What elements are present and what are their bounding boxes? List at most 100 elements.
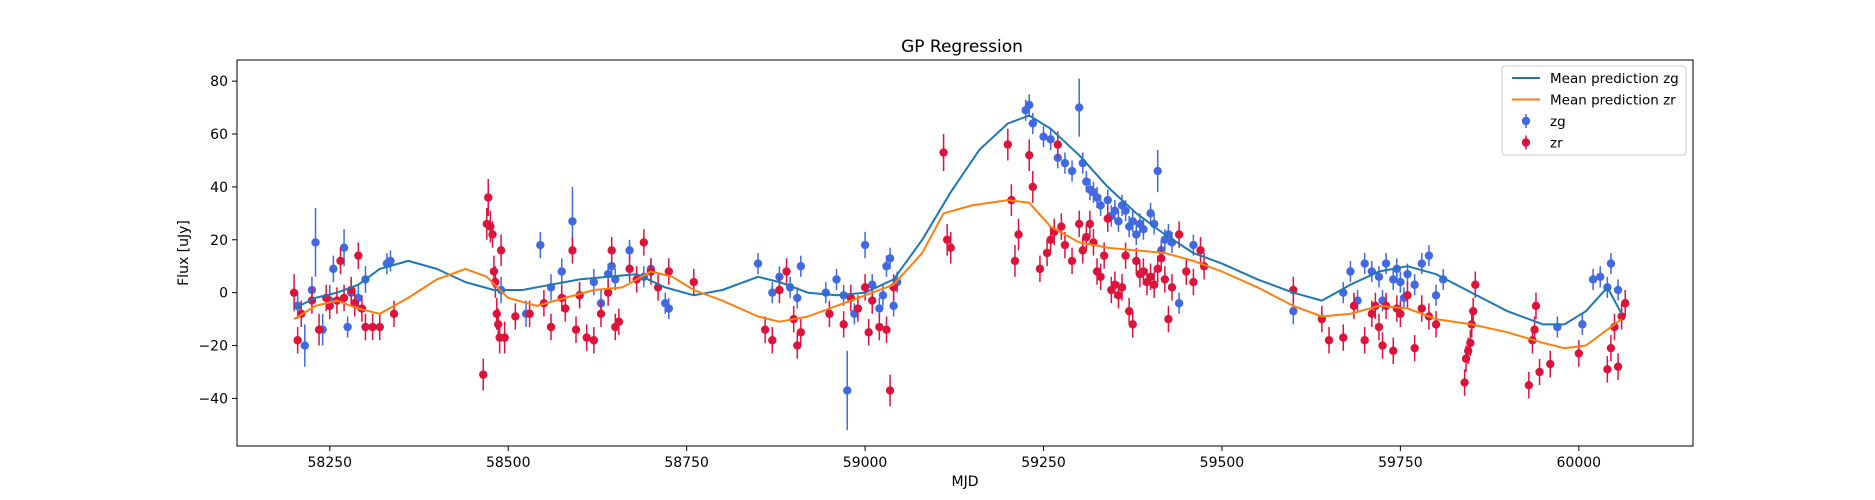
x-tick-label: 59000 (843, 455, 888, 471)
data-point-zg (329, 255, 338, 283)
marker (368, 322, 377, 332)
data-point-zr (525, 300, 534, 328)
marker (607, 246, 616, 255)
data-point-zr (939, 134, 948, 172)
marker (343, 322, 352, 332)
data-point-zr (484, 178, 493, 216)
marker (889, 301, 898, 311)
marker (1028, 182, 1038, 192)
data-point-zr (793, 332, 802, 359)
marker (1114, 291, 1123, 300)
marker (1164, 314, 1173, 324)
y-axis-label: Flux [uJy] (176, 220, 192, 286)
marker (942, 235, 952, 244)
legend: Mean prediction zg Mean prediction zr zg zr (1501, 65, 1687, 156)
marker (1060, 158, 1070, 168)
x-tick-label: 58750 (664, 455, 709, 471)
marker (868, 280, 877, 289)
data-point-zg (793, 287, 802, 309)
marker (479, 370, 488, 379)
marker (793, 293, 802, 303)
legend-item: Mean prediction zr (1512, 93, 1676, 109)
marker (885, 254, 895, 263)
data-point-zr (1620, 290, 1630, 317)
marker (500, 333, 509, 342)
marker (1360, 259, 1369, 268)
data-point-zg (1114, 210, 1123, 232)
data-point-zr (1082, 223, 1091, 251)
marker (561, 304, 570, 313)
marker (839, 320, 848, 329)
data-point-zg (768, 282, 777, 304)
data-point-zr (488, 221, 497, 248)
marker (664, 304, 674, 313)
y-tick-label: 80 (210, 74, 228, 90)
marker (860, 283, 870, 292)
data-point-zg (1039, 126, 1048, 148)
marker (1146, 209, 1155, 218)
marker (1146, 272, 1155, 281)
series-zr (289, 128, 1630, 407)
data-point-zr (1121, 242, 1130, 269)
data-point-zr (571, 316, 581, 343)
marker (557, 267, 566, 276)
marker (1114, 217, 1123, 226)
marker (1424, 251, 1434, 260)
x-tick-label: 59750 (1378, 455, 1423, 471)
data-point-zr (1182, 258, 1191, 285)
marker (589, 336, 599, 345)
data-point-zg (557, 258, 566, 285)
marker (875, 304, 884, 313)
marker (336, 256, 345, 266)
data-point-zr (1042, 239, 1052, 267)
marker (825, 309, 834, 319)
marker (1174, 299, 1184, 308)
legend-label: zg (1550, 114, 1566, 130)
data-point-zr (1124, 297, 1134, 325)
legend-label: zr (1550, 136, 1563, 152)
data-point-zr (479, 358, 488, 391)
data-point-zr (882, 316, 891, 343)
data-point-zr (496, 234, 506, 267)
marker (339, 293, 349, 303)
marker (1157, 254, 1166, 263)
data-point-zg (860, 231, 870, 259)
marker (1078, 246, 1087, 255)
marker (1468, 306, 1478, 316)
data-point-zr (760, 316, 770, 343)
marker (1139, 225, 1148, 234)
legend-marker-swatch (1521, 138, 1531, 147)
marker (1535, 367, 1544, 377)
data-point-zr (293, 327, 302, 354)
data-point-zr (1606, 334, 1616, 362)
marker (1096, 272, 1105, 281)
data-point-zr (1524, 371, 1534, 399)
data-point-zg (832, 268, 841, 291)
data-point-zr (561, 295, 570, 322)
marker (1110, 280, 1120, 289)
marker (775, 285, 784, 295)
y-tick-label: −40 (198, 391, 228, 407)
data-point-zr (1164, 305, 1173, 333)
data-point-zg (1596, 266, 1605, 288)
marker (1067, 256, 1077, 266)
data-point-zr (568, 237, 577, 264)
marker (1046, 135, 1055, 144)
data-point-zg (1174, 292, 1184, 314)
marker (625, 264, 634, 274)
data-point-zr (1603, 356, 1612, 383)
marker (689, 277, 698, 287)
marker (361, 322, 370, 332)
data-point-zr (1613, 353, 1623, 380)
marker (1389, 346, 1398, 356)
data-point-zr (1167, 274, 1177, 301)
marker (1028, 119, 1038, 128)
data-point-zr (589, 327, 599, 354)
marker (525, 309, 534, 319)
marker (511, 312, 520, 321)
marker (939, 148, 948, 157)
data-point-zg (1389, 268, 1398, 291)
data-point-zr (1128, 311, 1137, 338)
data-point-zr (1374, 313, 1384, 341)
data-point-zg (311, 208, 320, 277)
